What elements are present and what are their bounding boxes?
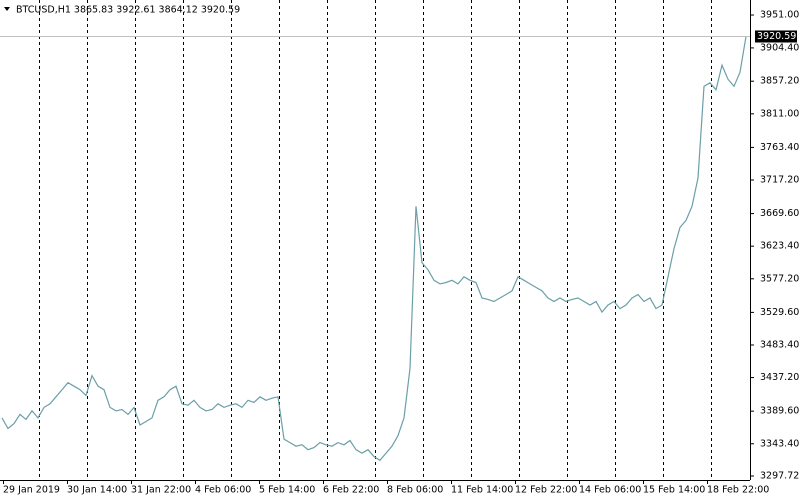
y-tick-label: 3389.60 (760, 406, 799, 417)
price-line (1, 36, 747, 462)
y-tick-label: 3577.20 (760, 273, 799, 284)
chart-title: BTCUSD,H1 3865.83 3922.61 3864.12 3920.5… (16, 5, 240, 16)
menu-arrow[interactable] (4, 7, 10, 11)
y-tick-label: 3763.40 (760, 142, 799, 153)
x-tick-label: 8 Feb 06:00 (387, 485, 443, 496)
x-tick-label: 15 Feb 14:00 (643, 485, 705, 496)
x-tick-label: 18 Feb 22:00 (707, 485, 769, 496)
last-price-box (755, 30, 797, 43)
y-tick-label: 3297.72 (760, 470, 799, 481)
x-tick-label: 31 Jan 22:00 (131, 485, 191, 496)
x-tick-label: 5 Feb 14:00 (259, 485, 315, 496)
y-tick-label: 3483.40 (760, 339, 799, 350)
x-tick-label: 14 Feb 06:00 (579, 485, 641, 496)
y-tick-label: 3811.00 (760, 108, 799, 119)
y-tick-label: 3904.40 (760, 42, 799, 53)
x-tick-label: 12 Feb 22:00 (515, 485, 577, 496)
y-tick-label: 3669.60 (760, 208, 799, 219)
y-tick-label: 3529.60 (760, 307, 799, 318)
y-tick-label: 3717.20 (760, 175, 799, 186)
y-tick-label: 3343.40 (760, 438, 799, 449)
x-tick-label: 11 Feb 14:00 (451, 485, 513, 496)
x-tick-label: 6 Feb 22:00 (323, 485, 379, 496)
y-tick-label: 3857.20 (760, 76, 799, 87)
last-price-label: 3920.59 (757, 31, 796, 42)
x-tick-label: 30 Jan 14:00 (67, 485, 127, 496)
y-tick-label: 3951.00 (760, 10, 799, 21)
x-tick-label: 29 Jan 2019 (3, 485, 60, 496)
x-tick-label: 4 Feb 06:00 (195, 485, 251, 496)
y-tick-label: 3437.20 (760, 372, 799, 383)
y-tick-label: 3623.40 (760, 241, 799, 252)
